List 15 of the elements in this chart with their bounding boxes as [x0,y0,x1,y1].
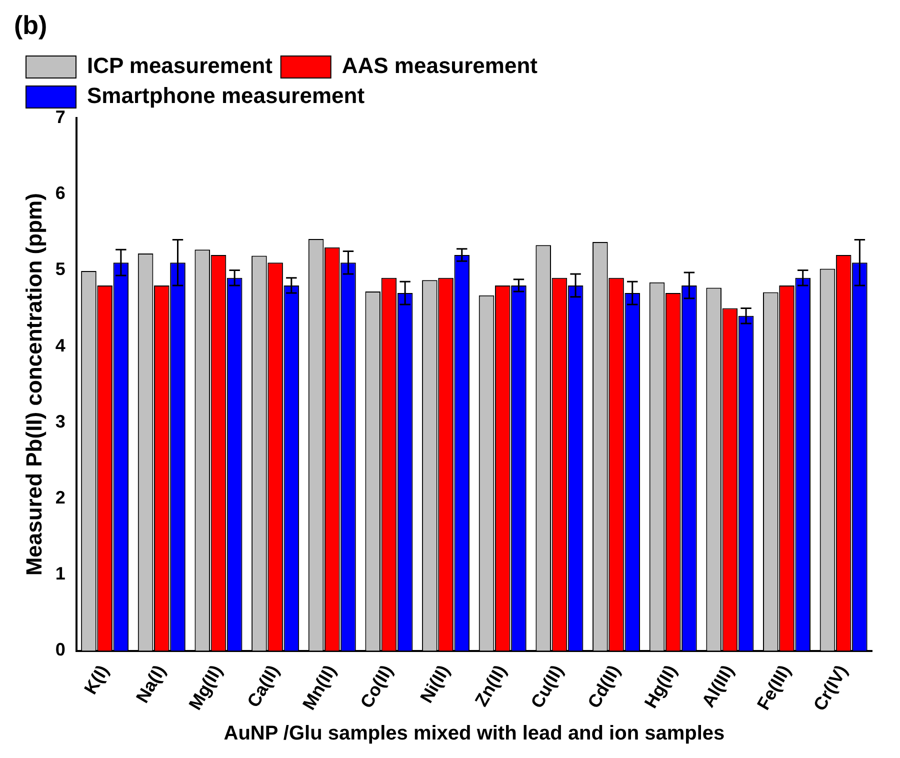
legend-label: ICP measurement [87,53,274,78]
text: (b) [14,10,48,40]
x-axis-title: AuNP /Glu samples mixed with lead and ion samples [224,722,725,745]
y-tick-label: 5 [55,259,66,280]
y-tick-label: 0 [55,640,66,660]
y-tick-label: 7 [55,106,66,127]
legend-label: AAS measurement [342,53,538,78]
y-tick-label: 1 [55,564,66,584]
y-tick-label: 2 [55,488,66,508]
y-tick-label: 3 [55,411,66,432]
y-tick-label: 6 [55,183,66,204]
x-tick-label: K(I) [80,662,113,698]
legend-label: Smartphone measurement [87,83,366,108]
y-tick-label: 4 [55,335,66,356]
y-axis-title: Measured Pb(II) concentration (ppm) [21,193,46,576]
